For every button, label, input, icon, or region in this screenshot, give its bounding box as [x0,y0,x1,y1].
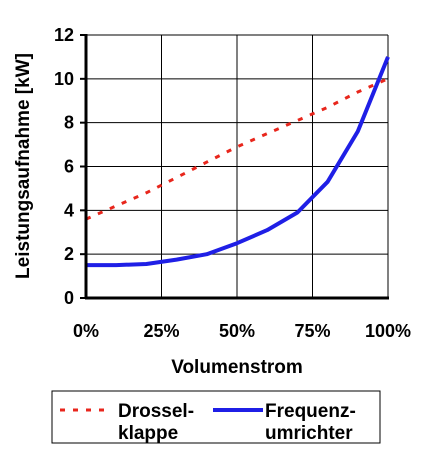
grid [86,34,389,298]
x-tick-label: 75% [294,321,330,341]
x-tick-label: 50% [219,321,255,341]
x-tick-label: 100% [365,321,411,341]
y-tick-label: 6 [64,157,74,177]
legend-label: Drossel- [118,401,194,422]
legend-label: klappe [118,423,178,444]
y-tick-labels: 0 2 4 6 8 10 12 [54,25,74,308]
axes [80,34,389,300]
x-axis-label: Volumenstrom [171,357,303,378]
y-tick-label: 8 [64,113,74,133]
y-tick-label: 10 [54,69,74,89]
legend-box [51,390,381,444]
x-tick-labels: 0% 25% 50% 75% 100% [73,321,411,341]
legend: Drossel-klappe Frequenz-umrichter [51,390,381,444]
legend-label: Frequenz- [265,401,356,422]
x-tick-label: 25% [143,321,179,341]
x-tick-label: 0% [73,321,99,341]
legend-label: umrichter [265,423,353,444]
y-tick-label: 4 [64,200,74,220]
y-tick-label: 0 [64,288,74,308]
series-line [86,56,390,268]
y-tick-label: 2 [64,244,74,264]
series-line [85,77,389,221]
series-group [85,56,390,268]
y-axis-label: Leistungsaufnahme [kW] [13,53,34,279]
y-tick-label: 12 [54,25,74,45]
